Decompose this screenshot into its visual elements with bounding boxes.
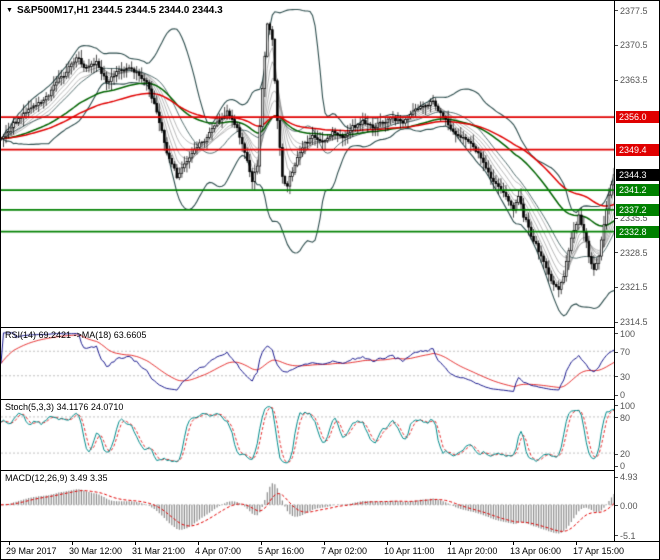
time-axis-label: 7 Apr 02:00 <box>321 546 368 556</box>
time-axis-label: 10 Apr 11:00 <box>384 546 435 556</box>
time-tick-mark <box>324 542 325 545</box>
time-axis-label: 30 Mar 12:00 <box>69 546 123 556</box>
time-tick-mark <box>135 542 136 545</box>
macd-panel: MACD(12,26,9) 3.49 3.35 <box>1 470 614 541</box>
price-tick-label: 2321.5 <box>620 282 648 293</box>
axis-tick-mark <box>615 321 618 323</box>
price-chart-canvas[interactable] <box>1 1 614 327</box>
price-tick-label: 30 <box>620 371 631 382</box>
price-tick-label: -5.1 <box>620 530 636 541</box>
axis-tick-mark <box>615 44 618 46</box>
price-tick-label: 100 <box>620 400 636 411</box>
price-tick-label: 2363.5 <box>620 75 648 86</box>
time-axis-label: 13 Apr 06:00 <box>510 546 562 556</box>
price-tick-label: 70 <box>620 347 631 358</box>
price-level-tag: 2344.3 <box>616 168 659 181</box>
time-tick-mark <box>198 542 199 545</box>
axis-tick-mark <box>615 453 618 455</box>
price-chart-panel: ▼ S&P500M17,H1 2344.5 2344.5 2344.0 2344… <box>1 1 614 327</box>
time-tick-mark <box>576 542 577 545</box>
axis-tick-mark <box>615 252 618 254</box>
price-tick-label: 80 <box>620 412 631 423</box>
time-tick-mark <box>9 542 10 545</box>
stochastic-canvas[interactable] <box>1 400 614 470</box>
price-tick-label: 20 <box>620 449 631 460</box>
price-level-tag: 2356.0 <box>616 111 659 124</box>
axis-tick-mark <box>615 476 618 478</box>
time-axis-label: 31 Mar 21:00 <box>132 546 186 556</box>
price-tick-label: 2377.5 <box>620 5 648 16</box>
price-tick-label: 0 <box>620 390 626 401</box>
price-tick-label: 0 <box>620 461 626 472</box>
time-tick-mark <box>450 542 451 545</box>
time-tick-mark <box>261 542 262 545</box>
stochastic-panel: Stoch(5,3,3) 34.1176 24.0710 <box>1 399 614 470</box>
chart-dropdown-icon[interactable]: ▼ <box>6 6 13 14</box>
time-axis-label: 5 Apr 16:00 <box>258 546 305 556</box>
axis-tick-mark <box>615 505 618 507</box>
price-tick-label: 4.93 <box>620 472 638 483</box>
price-tick-label: 2328.5 <box>620 247 648 258</box>
price-level-tag: 2349.4 <box>616 143 659 156</box>
price-tick-label: 2370.5 <box>620 40 648 51</box>
axis-tick-mark <box>615 286 618 288</box>
axis-tick-mark <box>615 351 618 353</box>
time-axis: 29 Mar 2017 30 Mar 12:00 31 Mar 21:00 4 Apr… <box>1 541 659 559</box>
chart-symbol-ohlc: S&P500M17,H1 2344.5 2344.5 2344.0 2344.3 <box>16 5 223 16</box>
axis-tick-mark <box>615 333 618 335</box>
price-level-tag: 2332.8 <box>616 225 659 238</box>
price-level-tag: 2337.2 <box>616 203 659 216</box>
macd-header: MACD(12,26,9) 3.49 3.35 <box>5 473 108 483</box>
axis-tick-mark <box>615 217 618 219</box>
stochastic-header: Stoch(5,3,3) 34.1176 24.0710 <box>5 402 124 412</box>
price-tick-label: 2314.5 <box>620 317 648 328</box>
time-tick-mark <box>72 542 73 545</box>
axis-tick-mark <box>615 465 618 467</box>
macd-canvas[interactable] <box>1 471 614 541</box>
time-tick-mark <box>387 542 388 545</box>
time-axis-label: 11 Apr 20:00 <box>447 546 498 556</box>
axis-tick-mark <box>615 376 618 378</box>
time-axis-label: 4 Apr 07:00 <box>195 546 242 556</box>
rsi-canvas[interactable] <box>1 328 614 399</box>
axis-tick-mark <box>615 10 618 12</box>
time-axis-label: 29 Mar 2017 <box>6 546 57 556</box>
rsi-header: RSI(14) 69.2421 ->MA(18) 63.6605 <box>5 330 147 340</box>
price-tick-label: 2335.5 <box>620 213 648 224</box>
axis-tick-mark <box>615 394 618 396</box>
axis-tick-mark <box>615 79 618 81</box>
chart-legend: ▼ S&P500M17,H1 2344.5 2344.5 2344.0 2344… <box>6 5 223 16</box>
price-axis-column[interactable]: 2377.5 2370.5 2363.5 2335.5 2328.5 2321.5 2314… <box>614 1 659 541</box>
rsi-panel: RSI(14) 69.2421 ->MA(18) 63.6605 <box>1 327 614 399</box>
time-tick-mark <box>513 542 514 545</box>
price-tick-label: 0.00 <box>620 500 638 511</box>
axis-tick-mark <box>615 405 618 407</box>
price-tick-label: 100 <box>620 328 636 339</box>
axis-tick-mark <box>615 417 618 419</box>
price-level-tag: 2341.2 <box>616 184 659 197</box>
axis-tick-mark <box>615 535 618 537</box>
time-axis-label: 17 Apr 15:00 <box>573 546 625 556</box>
